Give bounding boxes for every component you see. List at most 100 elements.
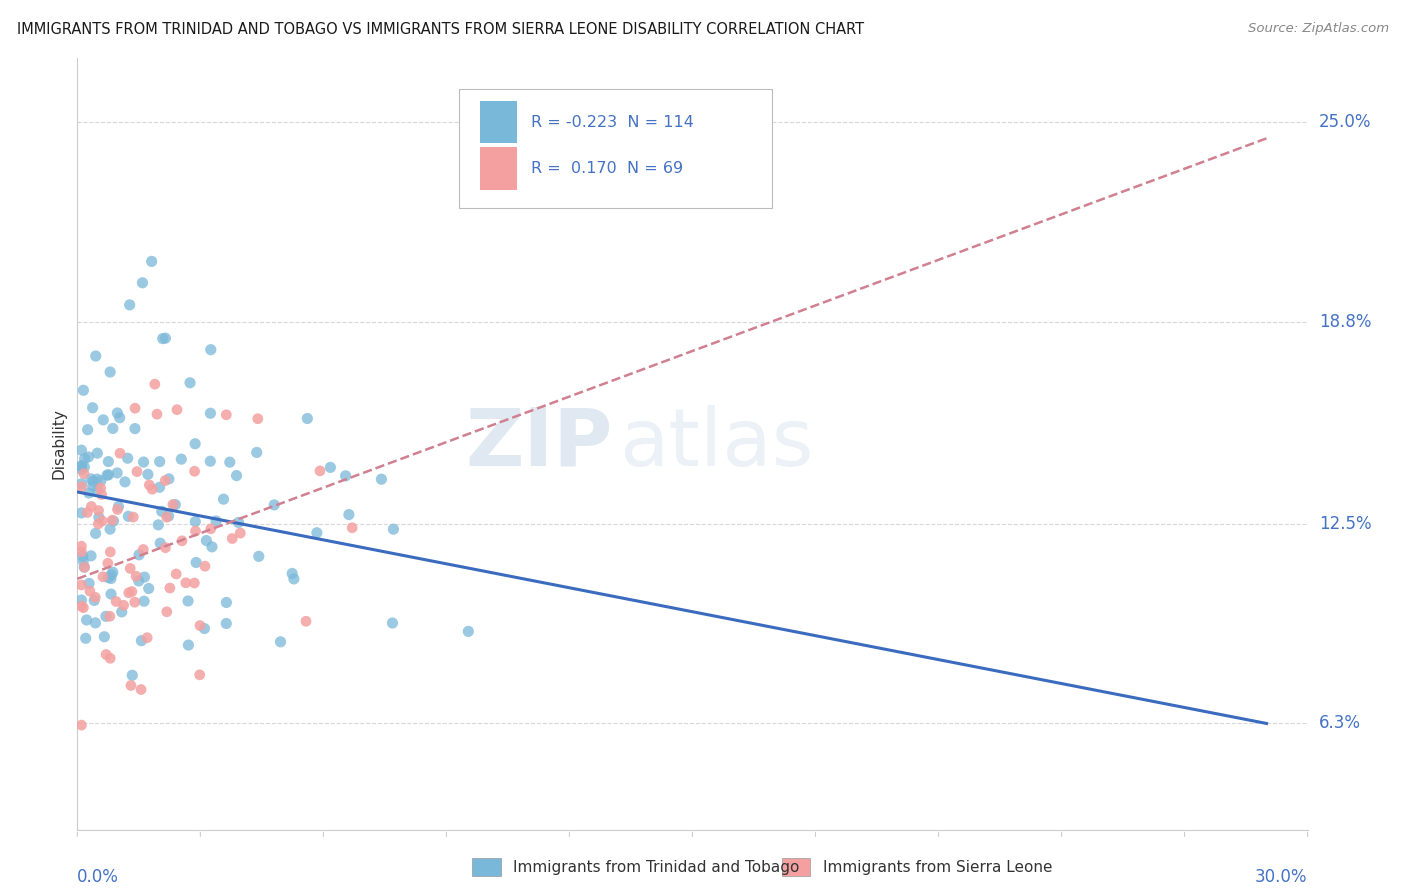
Point (80, 549, 103, 563)
Point (73, 560, 96, 574)
Point (177, 594, 200, 608)
Point (75, 632, 97, 646)
Point (97, 454, 120, 468)
Point (229, 526, 252, 541)
Text: 6.3%: 6.3% (1319, 714, 1361, 732)
Point (80, 472, 103, 486)
Point (228, 516, 250, 530)
Point (70, 443, 93, 458)
Point (90, 487, 112, 501)
Point (270, 635, 292, 649)
Point (131, 276, 153, 290)
Point (70, 718, 93, 732)
Point (82, 479, 104, 493)
Text: Source: ZipAtlas.com: Source: ZipAtlas.com (1249, 22, 1389, 36)
Point (162, 498, 184, 512)
Point (100, 572, 122, 586)
Point (107, 502, 129, 516)
Point (131, 633, 153, 648)
Point (157, 509, 180, 524)
Point (87, 510, 110, 524)
Point (183, 464, 205, 478)
Point (125, 465, 148, 479)
Point (124, 401, 146, 416)
Point (184, 524, 207, 538)
Point (132, 594, 155, 608)
Text: R =  0.170  N = 69: R = 0.170 N = 69 (531, 161, 683, 176)
Point (87, 516, 110, 531)
Text: IMMIGRANTS FROM TRINIDAD AND TOBAGO VS IMMIGRANTS FROM SIERRA LEONE DISABILITY C: IMMIGRANTS FROM TRINIDAD AND TOBAGO VS I… (17, 22, 865, 37)
Point (96, 468, 118, 483)
Point (118, 298, 141, 312)
Point (148, 480, 170, 494)
Point (117, 451, 139, 466)
Point (97, 556, 120, 570)
Point (70, 476, 93, 491)
Point (76, 506, 98, 520)
Point (100, 567, 122, 582)
Point (132, 455, 155, 469)
Point (247, 549, 270, 564)
Point (201, 540, 224, 554)
Point (98, 651, 121, 665)
Text: atlas: atlas (619, 405, 813, 483)
Point (70, 506, 93, 520)
Point (112, 599, 135, 613)
Point (184, 556, 207, 570)
Text: R = -0.223  N = 114: R = -0.223 N = 114 (531, 114, 695, 129)
Point (370, 472, 392, 486)
Point (152, 332, 174, 346)
Point (177, 638, 200, 652)
Point (72, 554, 94, 568)
Point (283, 572, 305, 586)
FancyBboxPatch shape (458, 89, 772, 209)
Point (125, 569, 148, 583)
Point (128, 574, 150, 588)
Point (72, 384, 94, 398)
Point (340, 521, 363, 535)
Point (179, 376, 201, 390)
Point (128, 548, 150, 562)
Point (80, 500, 103, 514)
Point (184, 436, 207, 450)
Point (87, 503, 110, 517)
Point (155, 331, 177, 345)
Point (170, 452, 193, 467)
Point (193, 622, 215, 636)
Point (295, 615, 318, 629)
Point (73, 467, 96, 481)
Point (138, 582, 160, 596)
Point (155, 474, 177, 488)
Point (100, 587, 122, 601)
Point (382, 522, 405, 536)
Point (101, 513, 124, 527)
Point (70, 544, 93, 558)
Point (105, 594, 128, 608)
Text: 0.0%: 0.0% (77, 869, 120, 887)
Point (72, 600, 94, 615)
Text: Immigrants from Trinidad and Tobago: Immigrants from Trinidad and Tobago (513, 860, 800, 874)
Point (319, 460, 342, 475)
Point (218, 455, 240, 469)
Point (141, 254, 163, 268)
Point (225, 468, 247, 483)
Point (121, 584, 143, 599)
Point (148, 517, 170, 532)
Point (97, 570, 120, 584)
Point (105, 406, 128, 420)
Point (132, 542, 155, 557)
Point (86, 483, 108, 498)
Point (91, 413, 114, 427)
Point (215, 616, 238, 631)
Point (212, 492, 235, 507)
Point (335, 468, 357, 483)
Point (143, 377, 166, 392)
Point (82, 401, 104, 415)
Point (121, 668, 143, 682)
Text: 30.0%: 30.0% (1256, 869, 1308, 887)
Point (84, 349, 107, 363)
Point (136, 467, 159, 482)
Point (76, 423, 98, 437)
Point (73, 451, 96, 466)
Point (98, 522, 121, 536)
